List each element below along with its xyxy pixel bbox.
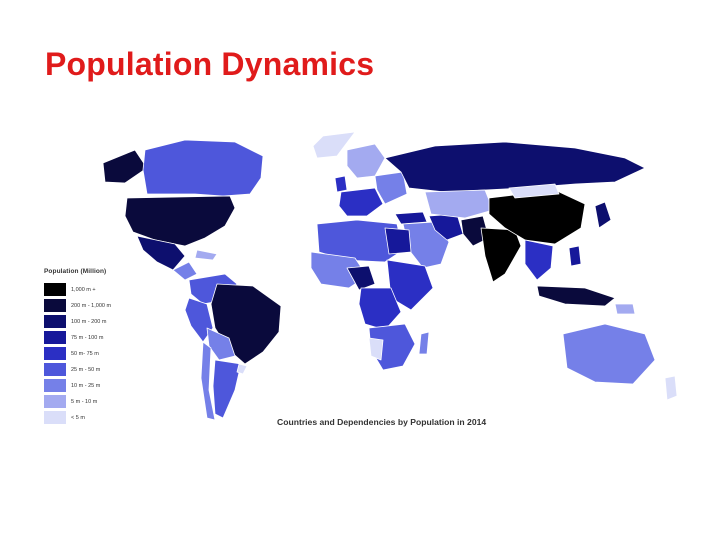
legend-label: 50 m- 75 m: [71, 350, 99, 357]
region-greenland: [312, 131, 356, 159]
legend-label: < 5 m: [71, 414, 85, 421]
legend-item: 50 m- 75 m: [44, 347, 154, 360]
legend-item: 75 m - 100 m: [44, 331, 154, 344]
legend-title: Population (Million): [44, 268, 107, 275]
region-russia: [384, 141, 646, 193]
region-bolivia-paraguay: [206, 327, 236, 361]
region-usa: [124, 195, 236, 247]
region-egypt: [384, 227, 412, 255]
region-central-asia: [424, 189, 494, 219]
legend-swatch: [44, 283, 66, 296]
region-canada: [142, 139, 264, 197]
legend-label: 100 m - 200 m: [71, 318, 107, 325]
legend-item: 10 m - 25 m: [44, 379, 154, 392]
region-alaska: [102, 149, 148, 184]
map-caption: Countries and Dependencies by Population…: [277, 417, 487, 427]
region-turkey: [394, 211, 428, 225]
legend-swatch: [44, 363, 66, 376]
region-uruguay: [236, 363, 248, 375]
region-philippines: [568, 245, 582, 267]
legend-label: 75 m - 100 m: [71, 334, 104, 341]
region-indonesia: [536, 285, 616, 307]
region-caribbean: [194, 249, 218, 261]
legend-swatch: [44, 331, 66, 344]
region-pakistan: [460, 215, 490, 247]
map-legend: Population (Million) 1,000 m + 200 m - 1,…: [44, 268, 154, 427]
region-namibia: [368, 337, 384, 361]
region-papua: [614, 303, 636, 315]
region-uk: [334, 175, 348, 193]
region-china: [488, 189, 586, 245]
legend-swatch: [44, 315, 66, 328]
legend-label: 200 m - 1,000 m: [71, 302, 112, 309]
region-australia: [562, 323, 656, 385]
legend-item: 5 m - 10 m: [44, 395, 154, 408]
legend-item: 25 m - 50 m: [44, 363, 154, 376]
legend-swatch: [44, 411, 66, 424]
legend-item: < 5 m: [44, 411, 154, 424]
region-mongolia: [508, 183, 560, 199]
legend-item: 100 m - 200 m: [44, 315, 154, 328]
region-scandinavia: [346, 143, 386, 179]
legend-items: 1,000 m + 200 m - 1,000 m 100 m - 200 m 75 …: [44, 283, 154, 424]
region-chile: [200, 341, 216, 421]
legend-swatch: [44, 379, 66, 392]
region-nigeria: [346, 265, 376, 291]
region-new-zealand: [664, 375, 678, 401]
legend-item: 200 m - 1,000 m: [44, 299, 154, 312]
region-western-europe: [338, 187, 384, 217]
legend-label: 5 m - 10 m: [71, 398, 98, 405]
slide-title: Population Dynamics: [45, 46, 375, 82]
region-central-america: [172, 261, 198, 281]
region-eastern-europe: [374, 171, 408, 205]
region-japan: [594, 201, 612, 229]
region-se-asia: [524, 239, 554, 281]
world-population-map: [102, 131, 678, 421]
legend-label: 10 m - 25 m: [71, 382, 101, 389]
legend-item: 1,000 m +: [44, 283, 154, 296]
legend-swatch: [44, 347, 66, 360]
legend-swatch: [44, 395, 66, 408]
region-madagascar: [418, 331, 430, 355]
region-india: [480, 227, 522, 283]
legend-swatch: [44, 299, 66, 312]
legend-label: 25 m - 50 m: [71, 366, 101, 373]
region-argentina: [212, 359, 242, 419]
legend-label: 1,000 m +: [71, 286, 96, 293]
